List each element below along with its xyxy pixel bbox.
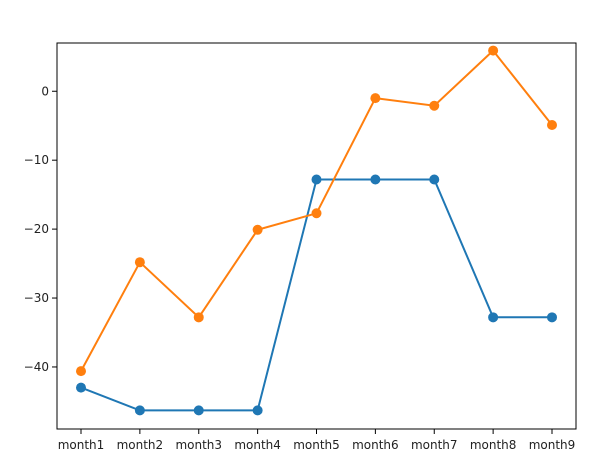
data-point — [311, 174, 322, 185]
data-point — [488, 45, 499, 56]
x-tick-label: month3 — [175, 438, 222, 452]
data-point — [76, 382, 86, 393]
x-tick-label: month2 — [117, 438, 164, 452]
data-point — [252, 224, 263, 235]
data-point — [252, 405, 263, 416]
x-tick-label: month1 — [58, 438, 105, 452]
x-tick-label: month6 — [352, 438, 399, 452]
data-point — [370, 174, 381, 185]
x-tick-label: month7 — [411, 438, 458, 452]
data-point — [193, 312, 204, 323]
x-tick-label: month9 — [529, 438, 576, 452]
data-point — [488, 312, 499, 323]
data-point — [547, 120, 557, 131]
plot-frame — [56, 42, 577, 430]
data-point — [193, 405, 204, 416]
y-tick-label: −40 — [24, 360, 49, 374]
x-tick-label: month5 — [293, 438, 340, 452]
x-axis: month1 month2 month3 month4 month5 month6 mont… — [58, 429, 576, 452]
data-point — [76, 366, 86, 377]
x-tick-label: month4 — [234, 438, 281, 452]
data-point — [134, 405, 145, 416]
y-axis: 0 −10 −20 −30 −40 — [24, 84, 57, 374]
y-tick-label: 0 — [41, 84, 49, 98]
data-point — [547, 312, 557, 323]
y-tick-label: −30 — [24, 291, 49, 305]
data-point — [311, 208, 322, 219]
x-tick-label: month8 — [470, 438, 517, 452]
series-layer — [76, 45, 557, 416]
y-tick-label: −10 — [24, 153, 49, 167]
data-point — [370, 93, 381, 104]
y-tick-label: −20 — [24, 222, 49, 236]
data-point — [429, 100, 440, 111]
data-point — [134, 257, 145, 268]
data-point — [429, 174, 440, 185]
